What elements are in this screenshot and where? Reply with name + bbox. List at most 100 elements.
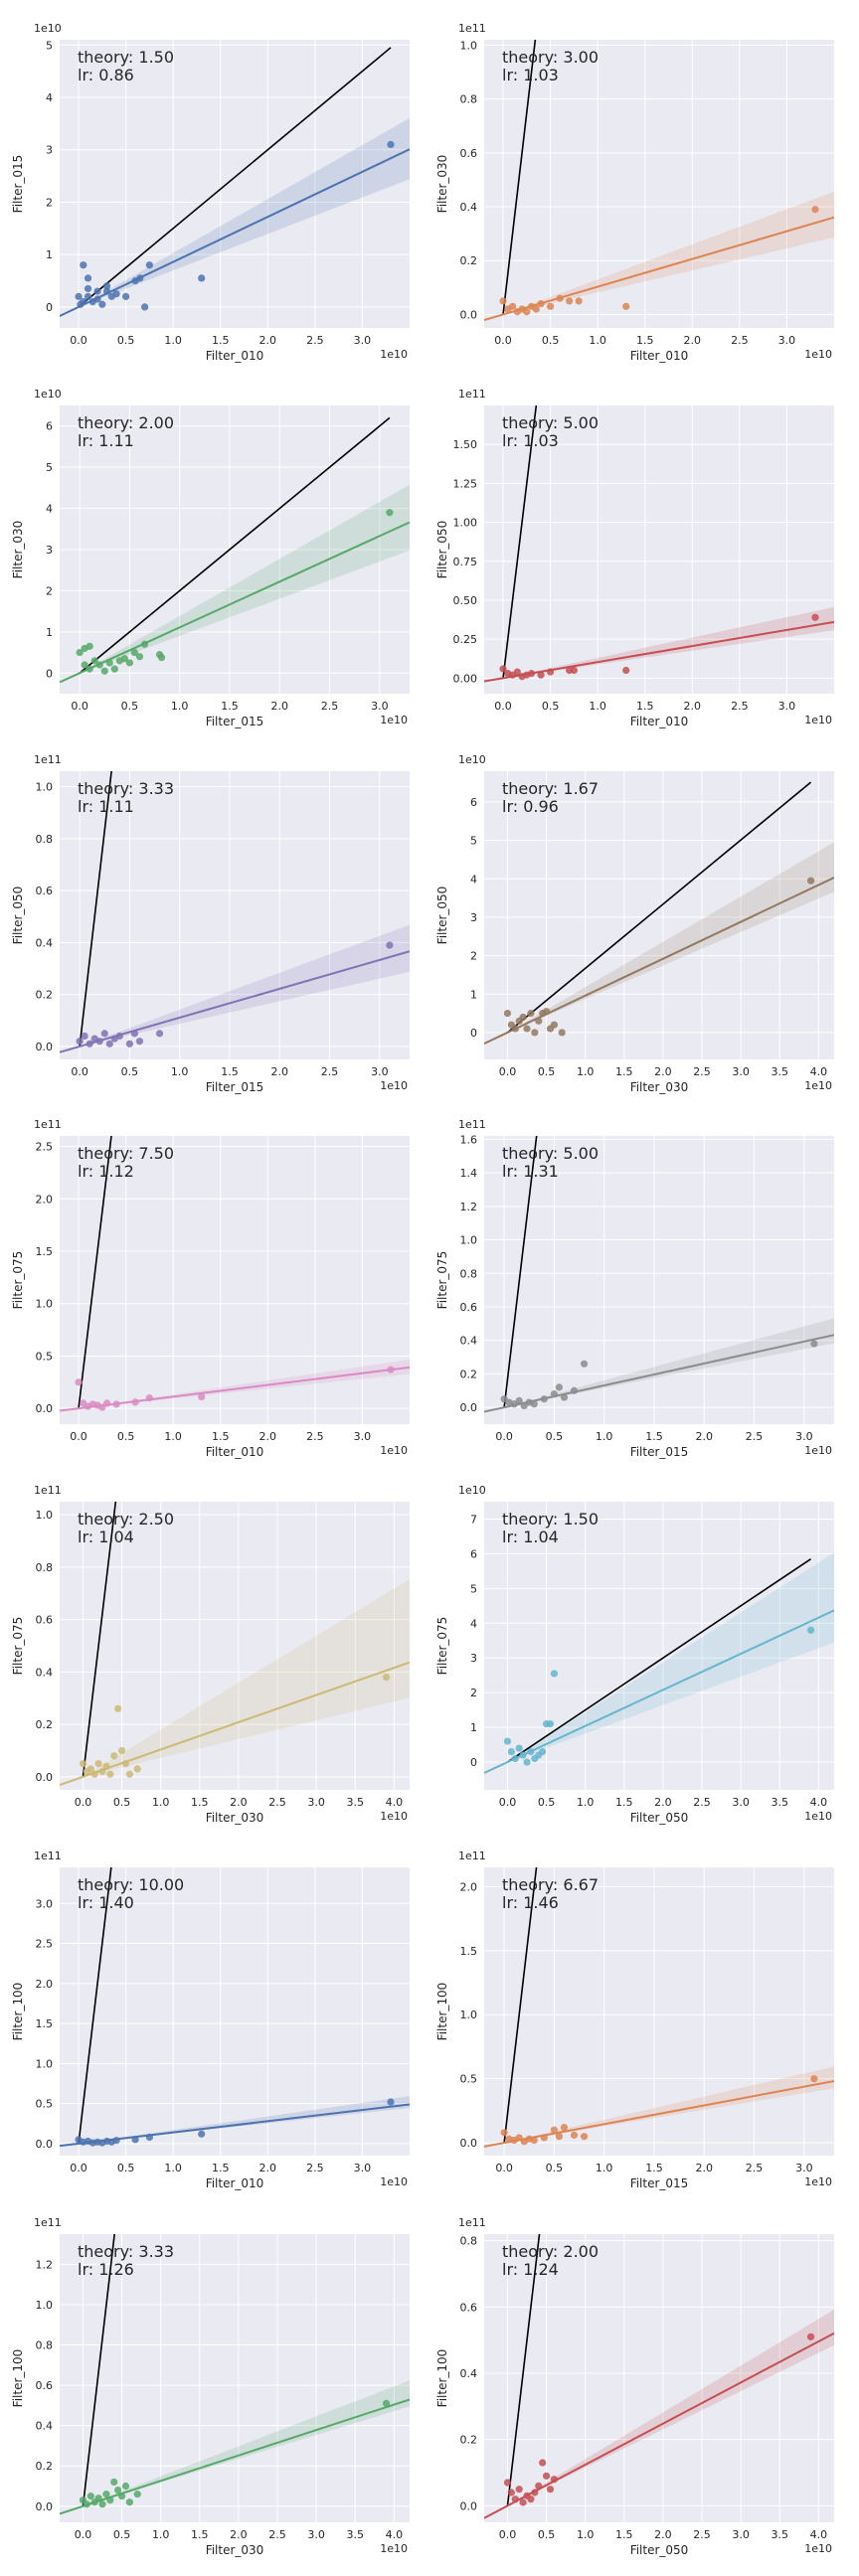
y-tick-label: 0.0 bbox=[36, 1041, 54, 1053]
y-axis-label: Filter_015 bbox=[11, 155, 25, 214]
x-tick-label: 1.5 bbox=[221, 700, 239, 713]
x-tick-label: 4.0 bbox=[810, 2528, 828, 2541]
x-tick-label: 3.0 bbox=[354, 2162, 372, 2174]
y-tick-label: 1 bbox=[46, 248, 53, 261]
y-tick-label: 1 bbox=[470, 988, 477, 1001]
x-tick-label: 2.5 bbox=[321, 1065, 339, 1078]
x-tick-label: 0.0 bbox=[495, 2162, 513, 2174]
data-point bbox=[95, 661, 103, 669]
subplot-13: 0.0 0.5 1.0 1.5 2.0 2.5 3.0 3.5 4.0 0.0 0.2 0.4 0.6 0… bbox=[11, 2216, 410, 2557]
y-tick-label: 0.5 bbox=[460, 2073, 478, 2086]
gridlines bbox=[484, 2234, 834, 2522]
x-offset-label: 1e10 bbox=[380, 2175, 408, 2188]
plot-area bbox=[484, 1136, 834, 1413]
x-tick-label: 3.0 bbox=[778, 334, 796, 347]
data-point bbox=[537, 300, 545, 308]
data-point bbox=[515, 1396, 523, 1404]
regression-line bbox=[60, 521, 410, 684]
y-tick-label: 1.5 bbox=[36, 2017, 54, 2030]
y-tick-label: 0.8 bbox=[460, 93, 478, 106]
annotation-lr: lr: 1.11 bbox=[78, 797, 134, 816]
annotation-lr: lr: 1.40 bbox=[78, 1893, 134, 1912]
data-point bbox=[86, 2493, 94, 2500]
data-point bbox=[130, 1030, 139, 1038]
x-tick-label: 0.0 bbox=[71, 1065, 88, 1078]
data-point bbox=[387, 2098, 395, 2106]
data-point bbox=[198, 2130, 206, 2138]
x-tick-label: 2.5 bbox=[693, 1796, 711, 1809]
plot-background bbox=[484, 1502, 834, 1790]
y-offset-label: 1e11 bbox=[34, 1850, 62, 1862]
data-point bbox=[546, 1720, 555, 1728]
subplot-5: 0.0 0.5 1.0 1.5 2.0 2.5 3.0 0.0 0.2 0.4 0.6 0.8 1.0 t… bbox=[11, 753, 410, 1094]
y-tick-label: 0.2 bbox=[460, 1368, 478, 1380]
data-point bbox=[102, 287, 111, 295]
data-point bbox=[511, 2496, 519, 2503]
x-tick-label: 0.5 bbox=[546, 2162, 564, 2174]
y-axis-label: Filter_075 bbox=[11, 1251, 25, 1310]
y-tick-label: 1.50 bbox=[453, 438, 478, 451]
data-point bbox=[115, 1032, 123, 1041]
data-point bbox=[90, 657, 98, 665]
data-point bbox=[86, 1765, 94, 1773]
x-axis-label: Filter_030 bbox=[630, 1080, 689, 1094]
data-point bbox=[86, 642, 93, 650]
x-axis-label: Filter_010 bbox=[630, 349, 689, 363]
x-tick-label: 2.0 bbox=[654, 2528, 672, 2541]
y-tick-label: 0.5 bbox=[36, 2098, 54, 2111]
y-tick-label: 0.0 bbox=[36, 1402, 54, 1415]
data-point bbox=[117, 2493, 126, 2500]
regression-line bbox=[60, 148, 410, 317]
x-tick-label: 1.5 bbox=[221, 1065, 239, 1078]
y-tick-label: 0.8 bbox=[460, 1267, 478, 1280]
x-tick-label: 1.0 bbox=[171, 1065, 189, 1078]
data-point bbox=[141, 303, 149, 311]
data-point bbox=[76, 648, 84, 657]
y-tick-label: 0.8 bbox=[36, 833, 54, 846]
data-point bbox=[535, 2482, 543, 2490]
data-point bbox=[133, 2491, 141, 2498]
plot-area bbox=[484, 405, 834, 683]
data-point bbox=[555, 1383, 564, 1391]
x-offset-label: 1e10 bbox=[804, 714, 832, 726]
x-tick-label: 1.0 bbox=[152, 2528, 170, 2541]
data-point bbox=[98, 1767, 106, 1776]
plot-area bbox=[60, 47, 410, 317]
data-point bbox=[86, 1040, 93, 1047]
data-point bbox=[527, 1747, 535, 1756]
plot-area bbox=[60, 771, 410, 1053]
x-tick-label: 0.5 bbox=[542, 334, 560, 347]
x-tick-label: 2.5 bbox=[268, 1796, 286, 1809]
x-tick-label: 2.5 bbox=[746, 1430, 764, 1443]
x-tick-label: 3.5 bbox=[771, 1796, 788, 1809]
x-tick-label: 4.0 bbox=[810, 1796, 828, 1809]
y-tick-label: 1 bbox=[46, 626, 53, 639]
x-tick-label: 3.0 bbox=[732, 1796, 750, 1809]
data-point bbox=[98, 1403, 106, 1411]
y-tick-label: 0.0 bbox=[460, 2499, 478, 2512]
regression-line bbox=[484, 1609, 834, 1774]
data-point bbox=[550, 2126, 559, 2134]
y-tick-label: 0.4 bbox=[460, 2367, 478, 2380]
data-point bbox=[86, 665, 93, 673]
y-tick-label: 0 bbox=[46, 667, 53, 680]
x-offset-label: 1e10 bbox=[804, 1810, 832, 1823]
x-offset-label: 1e10 bbox=[380, 1444, 408, 1457]
y-tick-label: 0 bbox=[470, 1027, 477, 1040]
data-point bbox=[515, 2134, 523, 2142]
x-axis-label: Filter_050 bbox=[630, 1811, 689, 1825]
data-point bbox=[93, 295, 101, 303]
x-axis-label: Filter_015 bbox=[630, 1445, 689, 1459]
y-tick-label: 6 bbox=[470, 796, 477, 809]
plot-background bbox=[484, 1867, 834, 2156]
data-point bbox=[114, 1704, 122, 1712]
y-tick-label: 1.25 bbox=[453, 477, 478, 490]
x-offset-label: 1e10 bbox=[380, 1810, 408, 1823]
y-tick-label: 2 bbox=[46, 196, 53, 209]
annotation-theory: theory: 1.50 bbox=[502, 1510, 599, 1529]
x-tick-label: 0.0 bbox=[499, 1796, 517, 1809]
data-point bbox=[145, 261, 153, 269]
data-point bbox=[580, 2133, 589, 2141]
plot-area bbox=[484, 40, 834, 321]
